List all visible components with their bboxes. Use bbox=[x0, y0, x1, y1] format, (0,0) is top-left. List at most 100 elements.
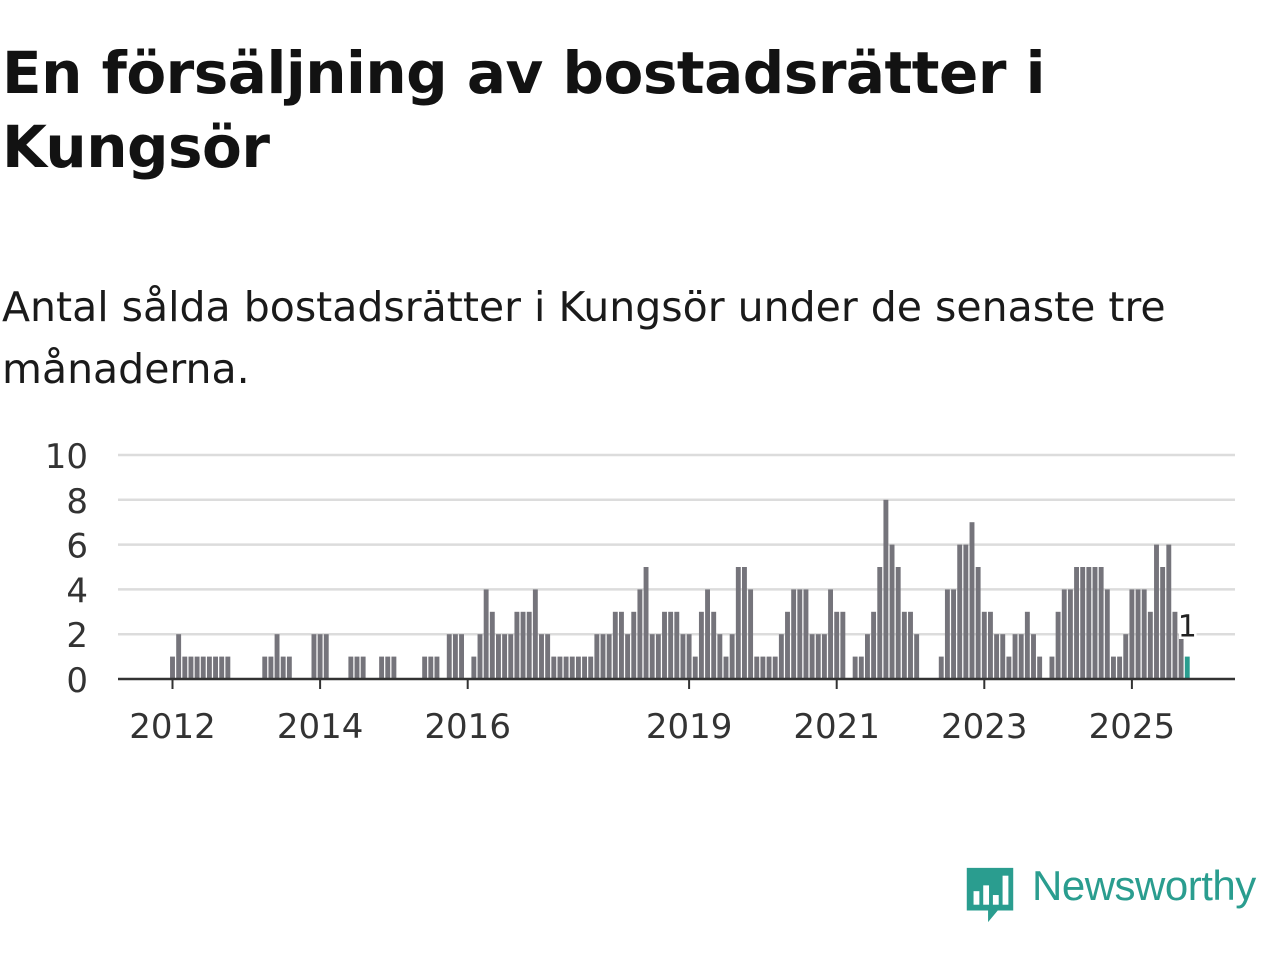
bar bbox=[1160, 567, 1166, 679]
bar bbox=[354, 656, 360, 679]
x-tick-label: 2023 bbox=[941, 707, 1028, 747]
bar bbox=[901, 611, 907, 679]
bar bbox=[1178, 634, 1184, 679]
bar bbox=[268, 656, 274, 679]
y-tick-label: 10 bbox=[45, 437, 88, 477]
bar bbox=[981, 611, 987, 679]
bar bbox=[785, 611, 790, 679]
bar bbox=[637, 589, 643, 679]
y-axis-ticks: 0 2 46 8 10 bbox=[45, 437, 88, 701]
bar bbox=[852, 656, 858, 679]
bar bbox=[569, 656, 575, 679]
bar bbox=[563, 656, 569, 679]
bar bbox=[662, 611, 667, 679]
y-tick-label: 2 bbox=[66, 616, 88, 656]
bar bbox=[170, 656, 175, 679]
bar bbox=[883, 499, 889, 679]
bar bbox=[539, 634, 544, 679]
bar bbox=[655, 634, 661, 679]
bar bbox=[1024, 611, 1030, 679]
bar bbox=[496, 634, 501, 679]
bar bbox=[1129, 589, 1135, 679]
bar bbox=[680, 634, 686, 679]
bar bbox=[1067, 589, 1073, 679]
bar bbox=[422, 656, 428, 679]
bar bbox=[194, 656, 200, 679]
bar bbox=[545, 634, 551, 679]
bar bbox=[969, 522, 975, 679]
bar bbox=[520, 611, 526, 679]
bar bbox=[858, 656, 864, 679]
bar bbox=[828, 589, 833, 679]
x-tick-label: 2016 bbox=[424, 707, 511, 747]
bar bbox=[889, 544, 895, 679]
bar bbox=[674, 611, 680, 679]
bar bbox=[582, 656, 587, 679]
bar bbox=[176, 634, 182, 679]
bar bbox=[717, 634, 723, 679]
bar-chart: 0 2 46 8 10 2012 2014 2016 2019 2021 2023 2025 1 bbox=[45, 437, 1235, 747]
bar bbox=[575, 656, 581, 679]
bar bbox=[1104, 589, 1110, 679]
newsworthy-logo-icon bbox=[966, 867, 1014, 923]
bar bbox=[1098, 567, 1104, 679]
bar bbox=[1141, 589, 1147, 679]
bar bbox=[434, 656, 440, 679]
bar bbox=[360, 656, 366, 679]
bar bbox=[1000, 634, 1006, 679]
bar bbox=[1172, 611, 1178, 679]
y-tick-label: 0 bbox=[66, 661, 88, 701]
bar bbox=[742, 567, 747, 679]
bar bbox=[502, 634, 508, 679]
bar bbox=[526, 611, 532, 679]
bar bbox=[477, 634, 483, 679]
bar bbox=[865, 634, 870, 679]
bar-annotation: 1 bbox=[1175, 607, 1199, 647]
bar bbox=[815, 634, 821, 679]
bar bbox=[594, 634, 600, 679]
bar bbox=[754, 656, 760, 679]
newsworthy-logo-text: Newsworthy bbox=[1032, 862, 1256, 909]
bar bbox=[182, 656, 188, 679]
bar bbox=[686, 634, 692, 679]
x-tick-label: 2012 bbox=[129, 707, 216, 747]
bar bbox=[311, 634, 317, 679]
bar bbox=[532, 589, 538, 679]
bar bbox=[1154, 544, 1159, 679]
bar bbox=[428, 656, 434, 679]
bar bbox=[698, 611, 704, 679]
bar bbox=[668, 611, 674, 679]
bar bbox=[914, 634, 920, 679]
bar bbox=[1012, 634, 1018, 679]
bar bbox=[748, 589, 754, 679]
chart-subtitle: Antal sålda bostadsrätter i Kungsör unde… bbox=[2, 283, 1166, 393]
bar bbox=[791, 589, 797, 679]
bar bbox=[286, 656, 292, 679]
annotation-label: 1 bbox=[1178, 610, 1197, 645]
y-tick-label: 8 bbox=[66, 482, 88, 522]
bar bbox=[631, 611, 637, 679]
bar bbox=[225, 656, 231, 679]
bar bbox=[834, 611, 840, 679]
bar bbox=[625, 634, 631, 679]
bar bbox=[219, 656, 225, 679]
bar bbox=[1006, 656, 1012, 679]
bar bbox=[1018, 634, 1024, 679]
bar bbox=[612, 611, 618, 679]
x-axis-ticks: 2012 2014 2016 2019 2021 2023 2025 bbox=[129, 679, 1175, 747]
bar bbox=[643, 567, 649, 679]
bar bbox=[1031, 634, 1036, 679]
bar bbox=[797, 589, 803, 679]
bar bbox=[262, 656, 268, 679]
bar bbox=[188, 656, 194, 679]
bar bbox=[1117, 656, 1123, 679]
bar bbox=[471, 656, 477, 679]
bar bbox=[1092, 567, 1098, 679]
bar bbox=[200, 656, 206, 679]
bar bbox=[557, 656, 563, 679]
bar bbox=[600, 634, 606, 679]
bar bbox=[809, 634, 815, 679]
bar bbox=[871, 611, 877, 679]
bar bbox=[1074, 567, 1079, 679]
bar bbox=[766, 656, 772, 679]
